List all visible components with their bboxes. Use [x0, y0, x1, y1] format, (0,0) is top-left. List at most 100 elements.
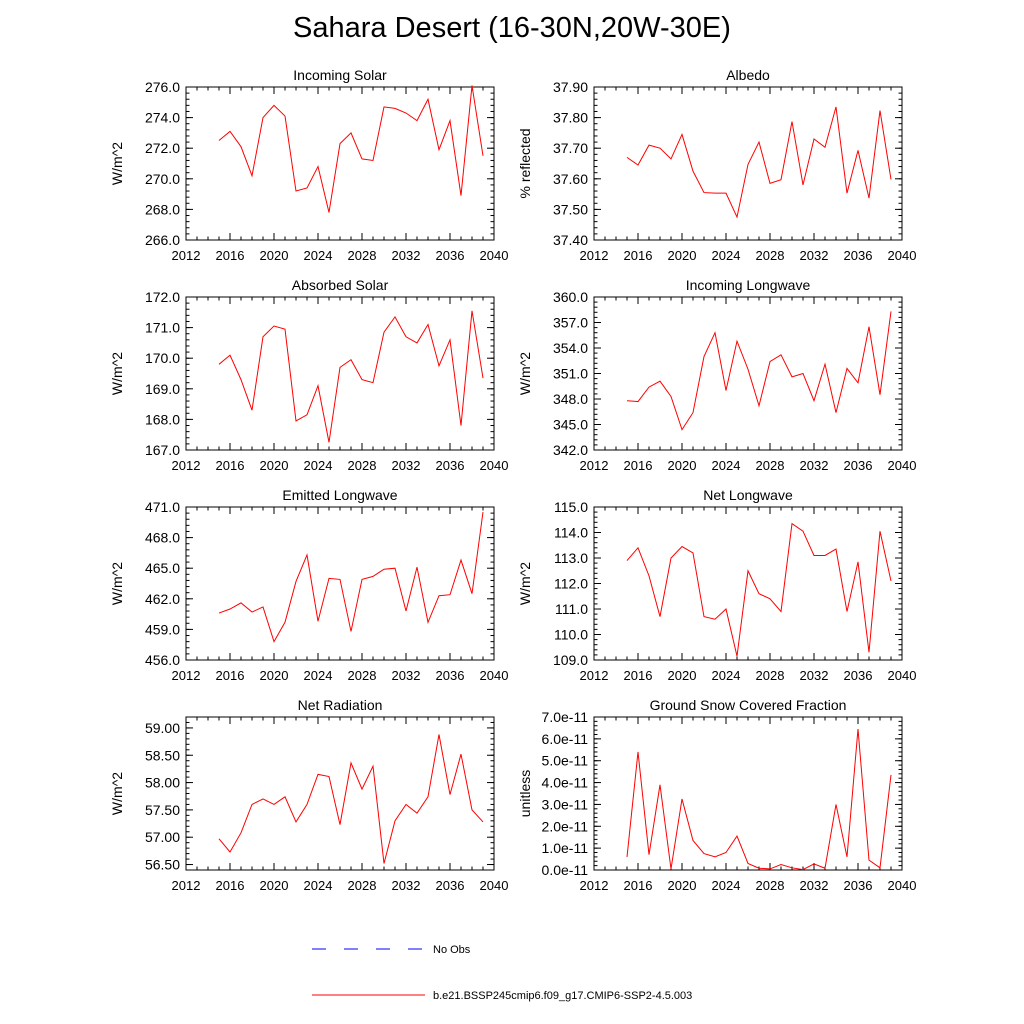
y-tick-label: 37.80 [553, 110, 588, 126]
y-tick-label: 348.0 [553, 391, 588, 407]
y-tick-label: 272.0 [145, 140, 180, 156]
x-tick-label: 2028 [756, 878, 785, 893]
panel-title: Net Longwave [703, 487, 793, 503]
x-tick-label: 2012 [172, 668, 201, 683]
y-tick-label: 110.0 [554, 627, 588, 643]
series-line-absorbed-solar [218, 310, 484, 443]
y-tick-label: 468.0 [145, 530, 180, 546]
x-tick-label: 2032 [800, 248, 829, 263]
y-tick-label: 345.0 [553, 417, 588, 433]
x-tick-label: 2040 [480, 248, 509, 263]
panel-emitted-longwave: Emitted Longwave W/m^2 2012 2016 2020 2024 202… [109, 487, 508, 683]
y-tick-label: 115.0 [554, 499, 588, 515]
y-tick-label: 0.0e-11 [542, 862, 589, 878]
panel-title: Net Radiation [298, 697, 383, 713]
x-tick-label: 2020 [260, 248, 289, 263]
y-tick-label: 342.0 [553, 442, 588, 458]
panel-title: Albedo [726, 67, 770, 83]
x-tick-label: 2040 [888, 878, 917, 893]
x-tick-label: 2020 [668, 248, 697, 263]
x-tick-label: 2024 [712, 248, 741, 263]
x-tick-label: 2036 [844, 668, 873, 683]
y-tick-label: 456.0 [145, 652, 180, 668]
y-tick-label: 357.0 [553, 315, 588, 331]
y-tick-label: 172.0 [145, 289, 180, 305]
series-line-incoming-solar [218, 85, 484, 213]
y-tick-label: 113.0 [554, 550, 588, 566]
x-tick-label: 2032 [800, 668, 829, 683]
x-tick-label: 2040 [888, 248, 917, 263]
x-tick-label: 2036 [436, 248, 465, 263]
x-tick-label: 2024 [712, 878, 741, 893]
y-tick-label: 4.0e-11 [542, 775, 589, 791]
y-tick-label: 465.0 [145, 560, 180, 576]
panel-incoming-solar: Incoming Solar W/m^2 2012 2016 2020 2024 2028 2… [109, 67, 508, 263]
y-tick-label: 274.0 [145, 110, 180, 126]
x-tick-label: 2024 [304, 878, 333, 893]
y-tick-label: 57.00 [145, 829, 180, 845]
y-axis-label: W/m^2 [517, 562, 533, 605]
panel-albedo: Albedo % reflected 2012 2016 2020 2024 2028 203… [517, 67, 916, 263]
y-tick-label: 1.0e-11 [542, 840, 589, 856]
panel-title: Incoming Solar [293, 67, 387, 83]
x-tick-label: 2012 [580, 248, 609, 263]
x-tick-label: 2032 [392, 878, 421, 893]
panel-title: Incoming Longwave [686, 277, 811, 293]
y-tick-label: 169.0 [145, 381, 180, 397]
y-tick-label: 37.90 [553, 79, 588, 95]
y-tick-label: 5.0e-11 [542, 753, 589, 769]
y-axis-label: unitless [517, 770, 533, 817]
y-tick-label: 171.0 [145, 320, 180, 336]
plot-frame [185, 506, 495, 661]
plot-frame [593, 716, 903, 871]
legend: No Obs b.e21.BSSP245cmip6.f09_g17.CMIP6-S… [312, 944, 692, 1002]
panel-incoming-longwave: Incoming Longwave W/m^2 2012 2016 2020 2024 20… [517, 277, 916, 473]
x-tick-label: 2032 [800, 458, 829, 473]
y-tick-label: 37.40 [553, 232, 588, 248]
y-tick-label: 114.0 [554, 525, 588, 541]
legend-label-1: No Obs [433, 944, 471, 956]
y-axis-label: W/m^2 [517, 352, 533, 395]
plot-frame [185, 86, 495, 241]
y-tick-label: 3.0e-11 [542, 796, 589, 812]
y-tick-label: 170.0 [145, 350, 180, 366]
x-tick-label: 2020 [260, 668, 289, 683]
x-tick-label: 2040 [888, 458, 917, 473]
x-tick-label: 2020 [260, 878, 289, 893]
x-tick-label: 2024 [304, 248, 333, 263]
y-tick-label: 109.0 [553, 652, 588, 668]
x-tick-label: 2032 [800, 878, 829, 893]
y-axis-label: W/m^2 [109, 142, 125, 185]
y-axis-label: W/m^2 [109, 772, 125, 815]
x-tick-label: 2016 [216, 668, 245, 683]
x-tick-label: 2036 [844, 458, 873, 473]
x-tick-label: 2040 [888, 668, 917, 683]
y-tick-label: 471.0 [145, 499, 180, 515]
x-tick-label: 2024 [712, 668, 741, 683]
x-tick-label: 2016 [216, 878, 245, 893]
panel-title: Absorbed Solar [292, 277, 389, 293]
y-tick-label: 354.0 [553, 340, 588, 356]
y-axis-label: % reflected [517, 128, 533, 198]
series-line-ground-snow-covered-fraction [626, 728, 892, 871]
y-tick-label: 270.0 [145, 171, 180, 187]
y-axis-label: W/m^2 [109, 352, 125, 395]
x-tick-label: 2024 [304, 668, 333, 683]
x-tick-label: 2032 [392, 248, 421, 263]
y-tick-label: 351.0 [553, 366, 588, 382]
x-tick-label: 2020 [668, 458, 697, 473]
panel-ground-snow-covered-fraction: Ground Snow Covered Fraction unitless 2012… [517, 697, 916, 893]
panel-net-longwave: Net Longwave W/m^2 2012 2016 2020 2024 2028 203… [517, 487, 916, 683]
x-tick-label: 2016 [216, 458, 245, 473]
y-tick-label: 58.00 [145, 775, 180, 791]
series-line-net-longwave [626, 522, 892, 657]
x-tick-label: 2024 [712, 458, 741, 473]
y-tick-label: 2.0e-11 [542, 818, 589, 834]
x-tick-label: 2016 [216, 248, 245, 263]
x-tick-label: 2028 [756, 248, 785, 263]
x-tick-label: 2040 [480, 878, 509, 893]
series-line-net-radiation [218, 734, 484, 864]
y-tick-label: 6.0e-11 [542, 731, 589, 747]
y-tick-label: 268.0 [145, 201, 180, 217]
